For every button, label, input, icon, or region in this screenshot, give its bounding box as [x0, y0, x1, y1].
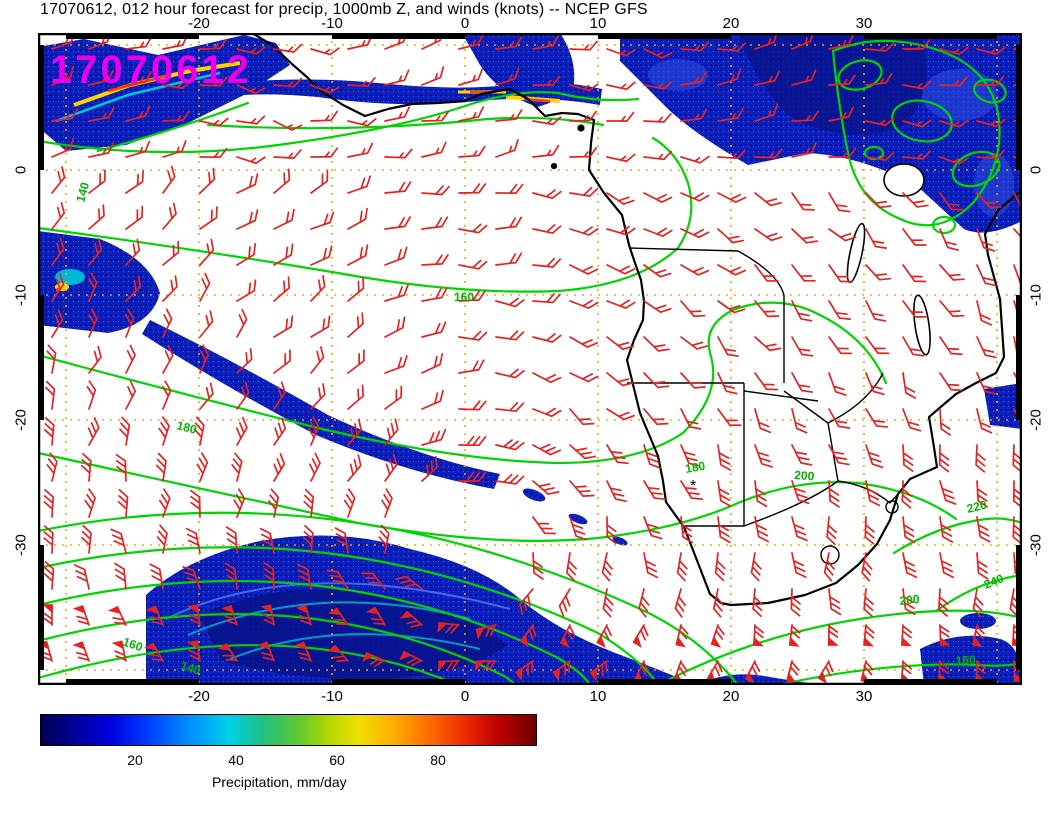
- contour-label: 160: [955, 653, 976, 668]
- lon-tick-bottom: -20: [188, 688, 210, 705]
- figure-title: 17070612, 012 hour forecast for precip, …: [40, 1, 648, 18]
- frame-layer: [38, 33, 1022, 685]
- lon-tick-bottom: 30: [855, 688, 873, 705]
- lat-tick-right: 0: [1027, 165, 1045, 175]
- lon-tick-bottom: 20: [722, 688, 740, 705]
- lat-tick-right: -10: [1027, 284, 1045, 306]
- lon-tick-top: 10: [589, 15, 607, 32]
- contour-label: 200: [794, 468, 815, 483]
- lon-tick-bottom: 10: [589, 688, 607, 705]
- contour-label: 140: [73, 180, 92, 203]
- lakes-layer: [846, 163, 931, 356]
- contour-label: 220: [965, 497, 988, 516]
- lon-tick-bottom: -10: [321, 688, 343, 705]
- contour-label: 140: [179, 658, 203, 677]
- map-plot: 140 160 180 180 200 220 240 200 160 160 …: [38, 33, 1022, 685]
- colorbar-label: Precipitation, mm/day: [212, 774, 347, 790]
- lon-tick-top: -20: [188, 15, 210, 32]
- station-marker: *: [690, 478, 696, 495]
- lon-tick-bottom: 0: [460, 688, 470, 705]
- contour-labels-layer: 140 160 180 180 200 220 240 200 160 160 …: [73, 180, 1006, 677]
- lat-tick-left: -30: [12, 534, 30, 556]
- lat-tick-left: -10: [12, 284, 30, 306]
- lat-tick-left: -20: [12, 409, 30, 431]
- contour-label: 180: [684, 459, 706, 476]
- colorbar-tick: 40: [228, 752, 244, 768]
- lon-tick-top: 30: [855, 15, 873, 32]
- colorbar-tick: 80: [430, 752, 446, 768]
- lon-tick-top: 20: [722, 15, 740, 32]
- contour-label: 160: [121, 635, 145, 655]
- colorbar-tick: 60: [329, 752, 345, 768]
- contour-label: 160: [454, 290, 474, 304]
- lat-tick-left: 0: [12, 165, 30, 175]
- colorbar-gradient: [40, 714, 537, 746]
- colorbar-tick: 20: [127, 752, 143, 768]
- contour-label: 180: [175, 418, 198, 437]
- lon-tick-top: -10: [321, 15, 343, 32]
- height-contour-layer: [38, 39, 1022, 685]
- contour-label: 200: [899, 592, 921, 608]
- lat-tick-right: -20: [1027, 409, 1045, 431]
- precipitation-layer: [38, 33, 1022, 685]
- lon-tick-top: 0: [460, 15, 470, 32]
- colorbar: 20 40 60 80 Precipitation, mm/day: [40, 714, 537, 804]
- map-canvas: 140 160 180 180 200 220 240 200 160 160 …: [38, 33, 1022, 685]
- timestamp-overlay: 17070612: [50, 48, 252, 92]
- lat-tick-right: -30: [1027, 534, 1045, 556]
